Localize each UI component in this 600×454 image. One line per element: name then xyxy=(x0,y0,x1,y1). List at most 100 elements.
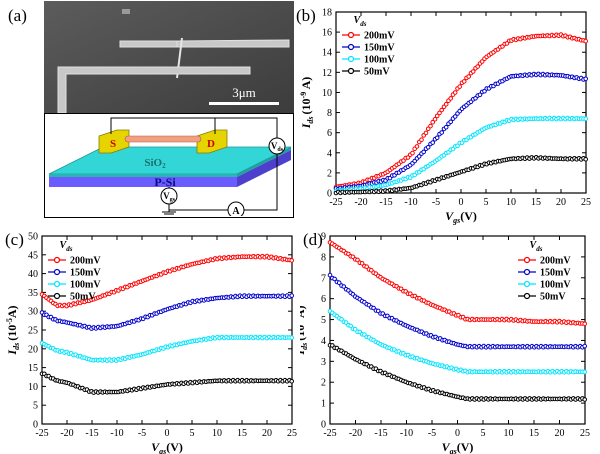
data-point xyxy=(582,321,588,327)
data-point xyxy=(428,123,433,129)
y-tick-label: 10 xyxy=(322,88,332,99)
vgs-source-label: Vgs xyxy=(163,191,176,203)
series-200mV xyxy=(327,240,588,327)
y-tick-label: 8 xyxy=(327,108,332,119)
x-tick-label: -5 xyxy=(428,428,436,439)
legend-title-sub: ds xyxy=(536,245,543,253)
y-tick-label: 6 xyxy=(327,128,332,139)
data-point xyxy=(434,113,440,119)
y-tick-label: 0 xyxy=(33,420,38,431)
device-schematic: SiO2 P-Si S D Vds A Vgs xyxy=(44,113,294,219)
data-point xyxy=(416,154,422,159)
data-point xyxy=(434,135,440,141)
x-tick-label: -20 xyxy=(354,197,367,208)
y-axis-label-exponent: -5 xyxy=(5,318,14,325)
y-axis-label-exponent: -5 xyxy=(300,318,302,325)
y-axis-label-symbol: I xyxy=(299,122,313,129)
x-tick-label: 10 xyxy=(212,428,222,439)
series-200mV xyxy=(333,32,589,190)
legend-item-label: 100mV xyxy=(540,280,571,291)
data-point xyxy=(475,64,480,69)
y-axis-label-sub: ds xyxy=(306,116,315,123)
legend-swatch-marker xyxy=(53,292,61,300)
sio2-label: SiO2 xyxy=(144,157,166,170)
data-point xyxy=(443,101,449,107)
chart-b: -25 -20 -15 -10 -5 0 5 10 15 20 25 0 2 4 6 8 10 12 14 16 18 V… xyxy=(299,8,591,226)
data-point xyxy=(583,157,589,162)
legend-swatch-marker xyxy=(347,31,355,39)
data-point xyxy=(457,84,462,89)
y-tick-label: 8 xyxy=(321,252,326,263)
y-tick-label: 2 xyxy=(321,378,326,389)
legend-title-symbol: V xyxy=(354,15,362,26)
y-tick-label: 35 xyxy=(28,288,38,299)
legend-item-label: 100mV xyxy=(70,280,101,291)
y-tick-label: 10 xyxy=(28,382,38,393)
x-axis-label-symbol: V xyxy=(442,440,451,454)
vds-wire xyxy=(110,117,278,138)
sio2-front-face xyxy=(49,174,237,177)
x-axis-label-sub: gs xyxy=(158,447,166,454)
y-tick-label: 7 xyxy=(321,273,326,284)
x-tick-label: -10 xyxy=(110,428,123,439)
series-100mV xyxy=(333,115,589,194)
series-200mV xyxy=(39,253,295,309)
x-tick-label: 10 xyxy=(504,428,514,439)
data-point xyxy=(348,323,354,329)
panel-label-c: (c) xyxy=(5,230,24,249)
data-point xyxy=(583,38,589,44)
y-tick-label: 45 xyxy=(28,250,38,261)
data-point xyxy=(289,335,295,340)
series-150mV xyxy=(39,293,295,331)
data-point xyxy=(583,116,589,121)
y-axis-label-close: A) xyxy=(5,305,19,318)
data-point xyxy=(423,130,429,136)
series-100mV xyxy=(327,308,588,375)
y-tick-label: 25 xyxy=(28,326,38,337)
x-tick-label: -5 xyxy=(138,428,146,439)
y-tick-label: 0 xyxy=(321,420,326,431)
data-point xyxy=(425,145,431,150)
legend-item-label: 150mV xyxy=(70,268,101,279)
x-tick-label: -25 xyxy=(329,197,342,208)
data-point xyxy=(332,276,337,282)
sem-debris xyxy=(122,9,130,14)
y-axis-label-unit: (10 xyxy=(5,325,19,341)
legend-item-label: 100mV xyxy=(364,55,395,66)
y-axis-label-unit: (10 xyxy=(299,98,313,114)
data-point xyxy=(419,137,424,142)
x-tick-label: 20 xyxy=(556,197,566,208)
y-axis-label-exponent: -9 xyxy=(299,92,308,99)
data-point xyxy=(583,76,589,82)
x-tick-label: -25 xyxy=(35,428,48,439)
y-tick-label: 30 xyxy=(28,307,38,318)
drain-label: D xyxy=(207,138,215,150)
legend-title: Vds xyxy=(530,240,543,253)
x-axis-label-sub: gs xyxy=(449,447,457,454)
data-point xyxy=(289,379,295,384)
legend-title: Vds xyxy=(354,15,367,28)
legend-swatch-marker xyxy=(523,280,531,288)
legend-swatch-marker xyxy=(523,268,531,276)
data-point xyxy=(430,119,435,125)
data-point xyxy=(430,140,435,145)
y-tick-label: 5 xyxy=(33,401,38,412)
ammeter-label: A xyxy=(232,206,240,216)
data-point xyxy=(437,110,442,116)
y-axis-label: Ids (10-5A) xyxy=(300,305,309,355)
series-50mV xyxy=(333,155,589,196)
data-point xyxy=(410,150,415,156)
x-tick-label: 0 xyxy=(459,197,464,208)
y-tick-label: 18 xyxy=(322,8,332,19)
x-tick-label: 0 xyxy=(165,428,170,439)
y-axis-label-symbol: I xyxy=(5,349,19,356)
y-tick-label: 6 xyxy=(321,294,326,305)
sem-background xyxy=(44,1,294,113)
data-point xyxy=(327,272,333,278)
scale-bar xyxy=(209,102,279,105)
y-axis-label-sub: ds xyxy=(12,343,21,350)
legend-title-symbol: V xyxy=(60,240,68,251)
sem-image: 3μm xyxy=(44,1,294,113)
x-axis-label-unit: (V) xyxy=(457,440,474,454)
legend-swatch-marker xyxy=(523,256,531,264)
